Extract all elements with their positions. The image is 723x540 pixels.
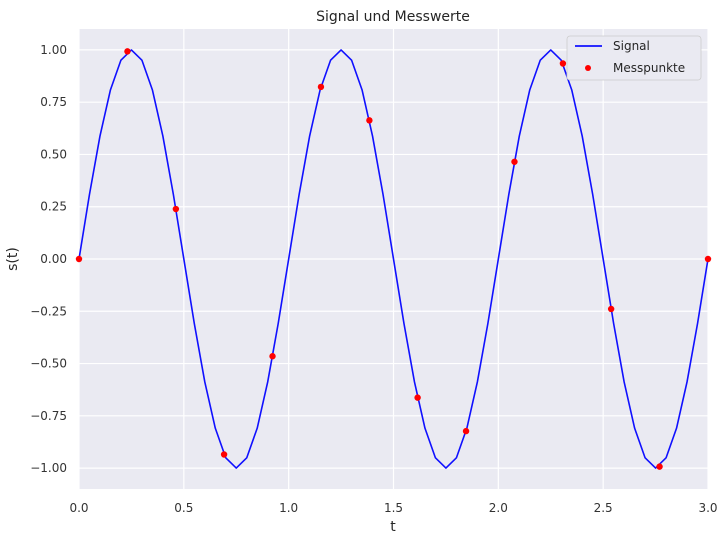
x-tick-label: 1.5 — [384, 501, 403, 515]
messpunkt-marker — [366, 117, 373, 124]
y-tick-labels: 1.00 0.75 0.50 0.25 0.00 −0.25 −0.50 −0.75 −1.00 — [30, 43, 67, 475]
signal-line — [78, 49, 709, 469]
x-axis-label: t — [390, 519, 396, 535]
messpunkt-marker — [414, 394, 421, 401]
legend-messpunkte-label: Messpunkte — [613, 61, 685, 75]
messpunkt-marker — [511, 158, 518, 165]
x-tick-label: 1.0 — [279, 501, 298, 515]
x-tick-label: 2.0 — [489, 501, 508, 515]
y-tick-label: 0.25 — [40, 200, 67, 214]
messpunkt-marker — [124, 48, 131, 55]
y-tick-label: −0.50 — [30, 357, 67, 371]
messpunkt-marker — [607, 305, 615, 313]
y-tick-label: −0.25 — [30, 304, 67, 318]
messpunkt-marker — [656, 463, 663, 470]
messpunkt-marker — [269, 353, 276, 360]
y-tick-label: 0.75 — [40, 95, 67, 109]
chart-title: Signal und Messwerte — [316, 9, 470, 25]
legend: Signal Messpunkte — [566, 35, 702, 81]
y-tick-label: −0.75 — [30, 409, 67, 423]
messpunkt-marker — [462, 427, 470, 435]
signal-line-group — [78, 49, 709, 469]
messpunkt-marker — [559, 60, 567, 67]
messpunkt-marker — [704, 255, 712, 263]
y-tick-label: −1.00 — [30, 461, 67, 475]
x-tick-label: 2.5 — [594, 501, 613, 515]
y-tick-label: 0.00 — [40, 252, 67, 266]
legend-signal-label: Signal — [613, 39, 650, 53]
messpunkt-marker — [75, 255, 83, 263]
messpunkt-marker — [172, 205, 180, 213]
x-tick-label: 0.0 — [69, 501, 88, 515]
scatter-points-group — [75, 48, 712, 470]
y-tick-label: 0.50 — [40, 147, 67, 161]
legend-box — [566, 35, 702, 81]
x-tick-label: 3.0 — [698, 501, 717, 515]
messpunkt-marker — [317, 83, 325, 91]
grid-lines — [78, 29, 709, 489]
x-tick-labels: 0.0 0.5 1.0 1.5 2.0 2.5 3.0 — [69, 501, 717, 515]
x-tick-label: 0.5 — [174, 501, 193, 515]
y-tick-label: 1.00 — [40, 43, 67, 57]
y-axis-label: s(t) — [5, 247, 21, 271]
messpunkt-marker — [220, 451, 228, 458]
legend-messpunkte-swatch — [585, 65, 591, 71]
